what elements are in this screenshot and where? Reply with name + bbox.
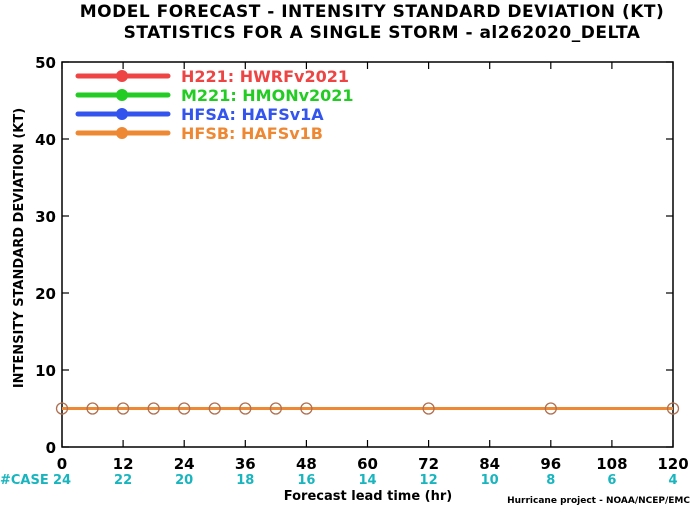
data-point (544, 402, 557, 415)
legend-label: M221: HMONv2021 (181, 86, 354, 105)
case-count: 14 (358, 473, 376, 488)
data-point (269, 402, 283, 415)
case-count: 22 (114, 473, 132, 488)
data-point (422, 402, 435, 415)
x-tick-label: 72 (418, 455, 439, 473)
data-point (300, 402, 313, 415)
case-count: 20 (175, 473, 193, 488)
chart-title-line1: MODEL FORECAST - INTENSITY STANDARD DEVI… (80, 2, 665, 22)
legend-marker (116, 89, 128, 101)
data-point (147, 402, 160, 415)
case-count: 8 (546, 473, 555, 488)
y-tick-label: 40 (35, 131, 56, 149)
case-count: 16 (297, 473, 315, 488)
y-tick-label: 30 (35, 208, 56, 226)
x-tick-label: 108 (596, 455, 627, 473)
legend-marker (116, 127, 128, 139)
legend-label: HFSA: HAFSv1A (181, 105, 324, 124)
x-tick-label: 84 (479, 455, 500, 473)
legend-marker (116, 70, 128, 82)
x-tick-label: 36 (235, 455, 256, 473)
y-tick-labels: 0 10 20 30 40 50 (35, 54, 56, 457)
case-count: 24 (53, 473, 71, 488)
data-point (86, 402, 99, 415)
data-point (55, 402, 69, 415)
x-tick-label: 0 (57, 455, 67, 473)
x-tick-label: 12 (113, 455, 134, 473)
case-label: #CASE (0, 473, 49, 488)
x-tick-labels: 0 12 24 36 48 60 72 84 96 108 120 (57, 455, 689, 473)
x-tick-label: 24 (174, 455, 195, 473)
series-lines (55, 402, 680, 415)
y-tick-label: 0 (46, 439, 56, 457)
x-axis-label: Forecast lead time (hr) (284, 489, 452, 504)
case-counts: 24 22 20 18 16 14 12 10 8 6 4 (53, 473, 678, 488)
legend-marker (116, 108, 128, 120)
x-tick-label: 48 (296, 455, 317, 473)
case-count: 10 (481, 473, 499, 488)
x-tick-label: 120 (657, 455, 688, 473)
case-count: 18 (236, 473, 254, 488)
plot-frame (61, 61, 674, 448)
data-point (178, 402, 191, 415)
case-count: 4 (668, 473, 677, 488)
y-tick-label: 50 (35, 54, 56, 72)
x-tick-label: 96 (540, 455, 561, 473)
y-tick-label: 20 (35, 285, 56, 303)
data-point (116, 402, 130, 415)
credit-text: Hurricane project - NOAA/NCEP/EMC (507, 496, 690, 506)
x-tick-label: 60 (357, 455, 378, 473)
data-point (239, 402, 252, 415)
chart-title-line2: STATISTICS FOR A SINGLE STORM - al262020… (124, 23, 641, 43)
legend-label: H221: HWRFv2021 (181, 67, 349, 86)
y-tick-label: 10 (35, 362, 56, 380)
data-point (666, 402, 680, 415)
plot-axes (61, 61, 674, 448)
y-axis-label: INTENSITY STANDARD DEVIATION (KT) (12, 108, 27, 388)
case-count: 12 (420, 473, 438, 488)
legend-label: HFSB: HAFSv1B (181, 124, 323, 143)
data-point (208, 402, 221, 415)
case-count: 6 (607, 473, 616, 488)
